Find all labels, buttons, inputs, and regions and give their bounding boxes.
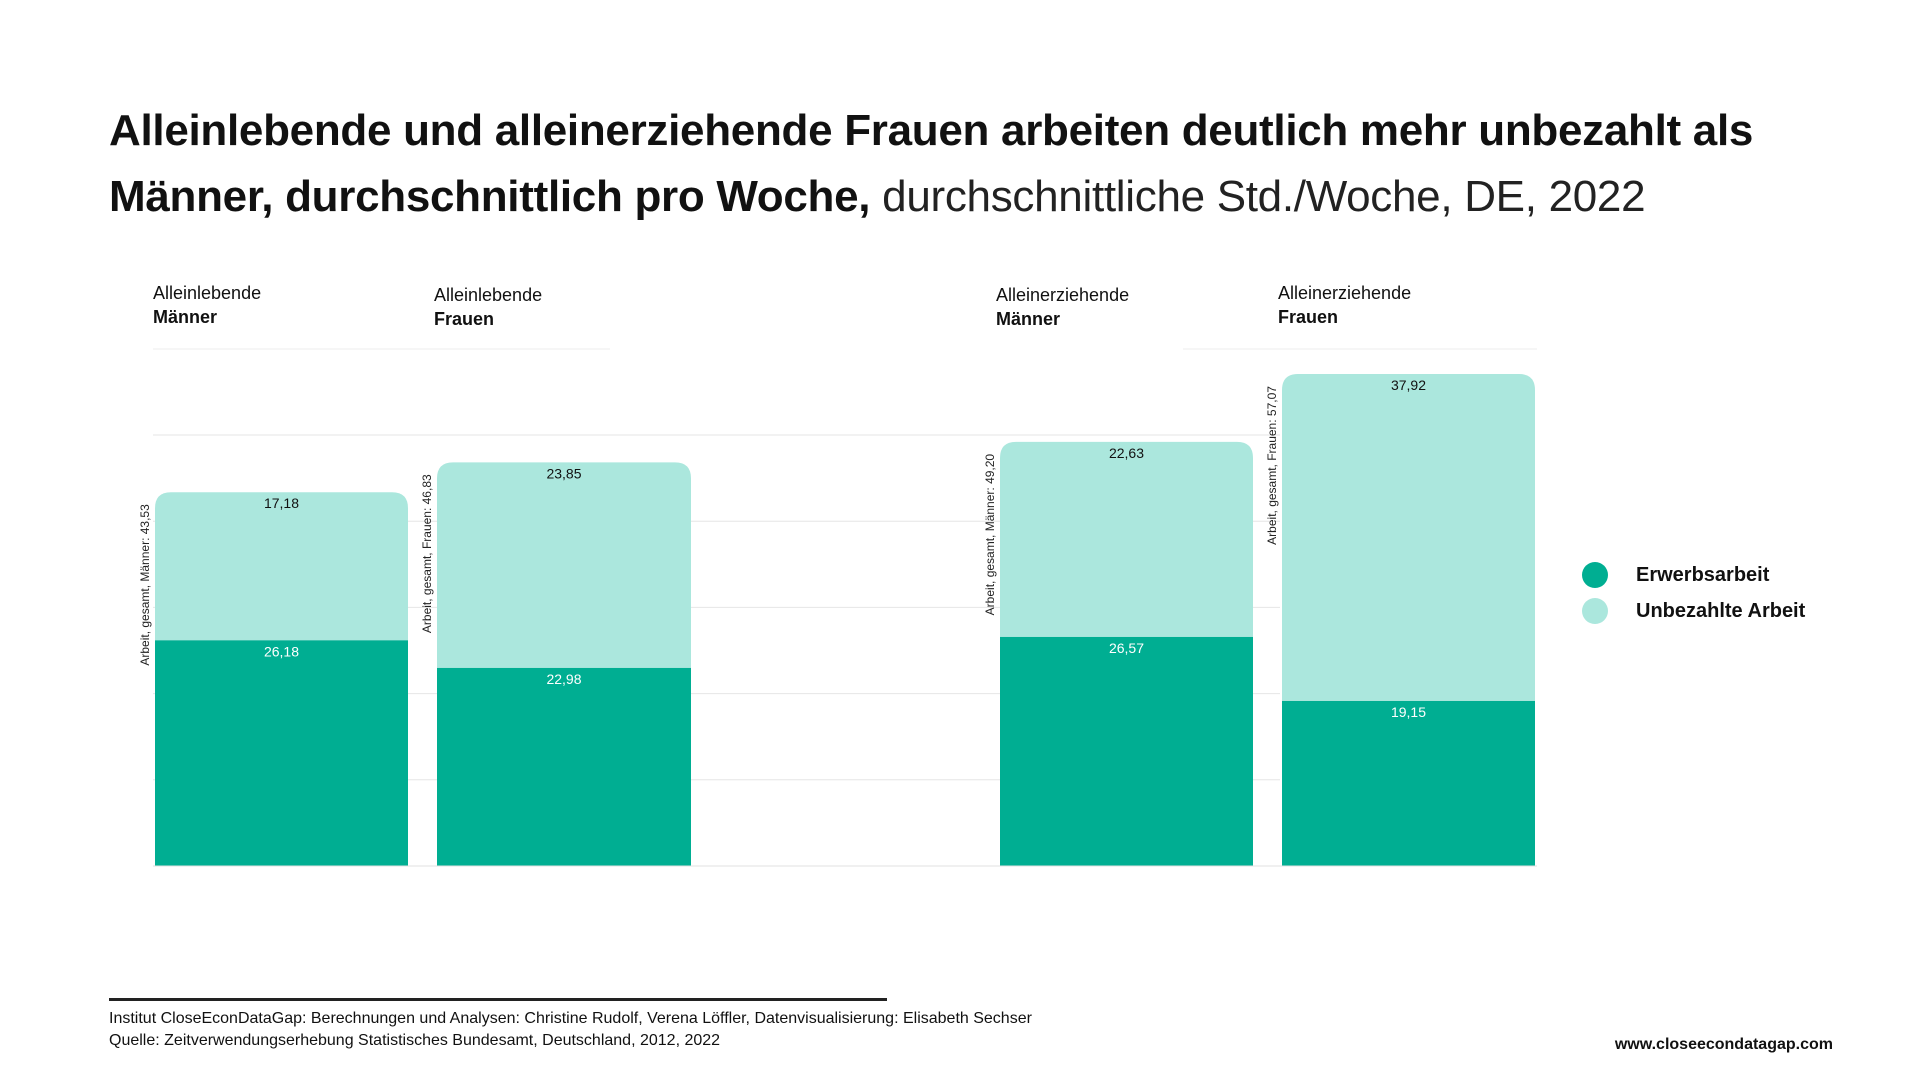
bar-erwerbsarbeit-4	[1282, 700, 1535, 866]
bar-erwerbsarbeit-2	[437, 667, 691, 866]
legend: Erwerbsarbeit Unbezahlte Arbeit	[1582, 557, 1805, 629]
legend-item-unbezahlt: Unbezahlte Arbeit	[1582, 593, 1805, 629]
group-label-2: Alleinlebende Frauen	[434, 283, 542, 331]
group-label-line2: Frauen	[434, 309, 495, 329]
group-label-line2: Frauen	[1278, 307, 1339, 327]
source-line: Quelle: Zeitverwendungserhebung Statisti…	[109, 1032, 721, 1049]
label-unbezahlt-2: 23,85	[546, 465, 581, 481]
label-erwerbsarbeit-1: 26,18	[264, 643, 299, 659]
credits-line-1: Institut CloseEconDataGap: Berechnungen …	[109, 1010, 1032, 1027]
bar-unbezahlt-3	[1000, 441, 1253, 637]
label-unbezahlt-1: 17,18	[264, 495, 299, 511]
total-label-4: Arbeit, gesamt, Frauen: 57,07	[1265, 386, 1279, 545]
bar-erwerbsarbeit-3	[1000, 636, 1253, 866]
group-label-line2: Männer	[153, 307, 218, 327]
legend-swatch-unbezahlt	[1582, 598, 1608, 624]
group-label-line2: Männer	[996, 309, 1061, 329]
title-bold: Alleinlebende und alleinerziehende Fraue…	[109, 106, 1754, 221]
group-label-3: Alleinerziehende Männer	[996, 283, 1129, 331]
label-erwerbsarbeit-3: 26,57	[1109, 640, 1144, 656]
legend-item-erwerbsarbeit: Erwerbsarbeit	[1582, 557, 1805, 593]
label-unbezahlt-3: 22,63	[1109, 445, 1144, 461]
legend-label-unbezahlt: Unbezahlte Arbeit	[1636, 599, 1806, 622]
bar-unbezahlt-4	[1282, 374, 1535, 701]
bar-unbezahlt-2	[437, 462, 691, 668]
legend-label-erwerbsarbeit: Erwerbsarbeit	[1636, 563, 1770, 586]
total-label-3: Arbeit, gesamt, Männer: 49,20	[983, 454, 997, 616]
group-label-1: Alleinlebende Männer	[153, 281, 261, 329]
legend-swatch-erwerbsarbeit	[1582, 562, 1608, 588]
label-erwerbsarbeit-4: 19,15	[1391, 704, 1426, 720]
website-link[interactable]: www.closeecondatagap.com	[1614, 1036, 1833, 1053]
group-label-line1: Alleinlebende	[434, 285, 543, 305]
total-label-1: Arbeit, gesamt, Männer: 43,53	[138, 504, 152, 666]
bar-erwerbsarbeit-1	[155, 640, 408, 866]
bar-unbezahlt-1	[155, 492, 408, 641]
credits: Institut CloseEconDataGap: Berechnungen …	[109, 1008, 1032, 1052]
group-label-line1: Alleinlebende	[153, 283, 262, 303]
title-subtitle: durchschnittliche Std./Woche, DE, 2022	[870, 172, 1646, 221]
footer-rule	[109, 998, 887, 1001]
group-label-line1: Alleinerziehende	[996, 285, 1130, 305]
label-unbezahlt-4: 37,92	[1391, 377, 1426, 393]
chart-title: Alleinlebende und alleinerziehende Fraue…	[109, 98, 1889, 230]
group-label-line1: Alleinerziehende	[1278, 283, 1412, 303]
group-label-4: Alleinerziehende Frauen	[1278, 281, 1411, 329]
label-erwerbsarbeit-2: 22,98	[546, 671, 581, 687]
total-label-2: Arbeit, gesamt, Frauen: 46,83	[420, 474, 434, 633]
